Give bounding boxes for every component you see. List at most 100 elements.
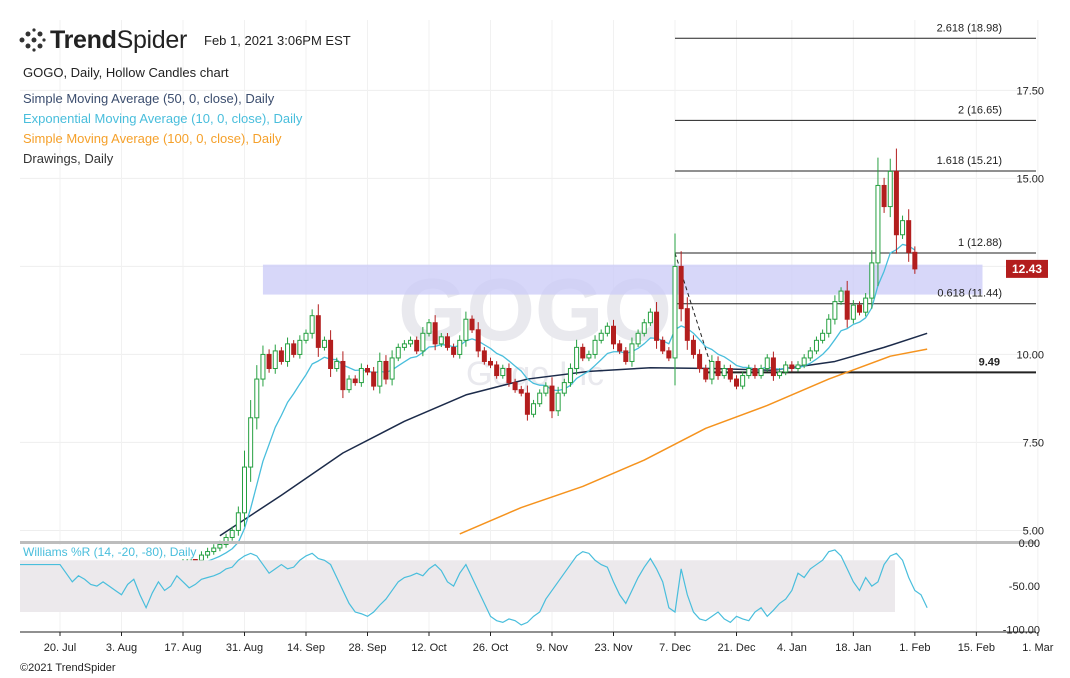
wr-band	[20, 560, 895, 613]
candle-body	[912, 251, 918, 270]
candle-body	[291, 343, 297, 355]
x-tick-label: 18. Jan	[835, 642, 871, 654]
candle-body	[285, 343, 291, 362]
brand-name-bold: Trend	[50, 26, 117, 54]
candle-body	[746, 368, 752, 377]
price-tag-label: 12.43	[1012, 262, 1042, 276]
candle-body	[481, 350, 487, 362]
candle-body	[611, 325, 616, 345]
candle-body	[383, 360, 389, 380]
wr-tick-label: -100.00	[1003, 624, 1040, 636]
y-tick-label: 17.50	[1016, 85, 1044, 97]
candle-body	[211, 547, 217, 553]
candle-body	[426, 322, 432, 334]
candle-body	[512, 382, 518, 391]
candle-body	[315, 315, 321, 348]
candle-body	[352, 378, 358, 384]
candle-body	[592, 339, 598, 355]
candle-body	[334, 360, 340, 370]
candle-body	[235, 512, 241, 531]
candle-body	[328, 339, 334, 370]
candle-body	[598, 332, 604, 341]
candle-body	[297, 339, 303, 355]
candle-body	[488, 360, 493, 366]
fib-label: 0.618 (11.44)	[937, 288, 1002, 300]
x-tick-label: 26. Oct	[473, 642, 508, 654]
x-tick-label: 28. Sep	[349, 642, 387, 654]
chart-title: GOGO, Daily, Hollow Candles chart	[23, 65, 229, 80]
zone-rect	[262, 264, 983, 295]
candle-body	[604, 325, 610, 334]
fib-leg	[674, 252, 713, 369]
candle-body	[721, 368, 727, 377]
candle-body	[654, 311, 660, 341]
candle-body	[635, 332, 641, 345]
x-tick-label: 7. Dec	[659, 642, 691, 654]
candle-body	[266, 353, 272, 370]
candle-body	[531, 403, 537, 415]
candle-body	[813, 339, 819, 352]
candle-body	[524, 392, 530, 415]
candle-body	[395, 346, 401, 359]
candle-body	[567, 368, 573, 384]
candle-body	[420, 332, 426, 352]
indicator-title[interactable]: Williams %R (14, -20, -80), Daily	[23, 545, 200, 559]
support-label: 9.49	[979, 356, 1000, 368]
candle-body	[758, 368, 764, 377]
candle-body	[248, 417, 254, 468]
candle-body	[672, 265, 678, 359]
candle-body	[475, 329, 481, 352]
x-tick-label: 4. Jan	[777, 642, 807, 654]
candle-body	[752, 368, 758, 377]
candle-body	[260, 353, 266, 380]
candle-body	[561, 382, 567, 394]
candle-body	[229, 529, 235, 538]
wr-tick-label: 0.00	[1019, 538, 1040, 550]
candle-body	[371, 371, 377, 387]
panel-divider	[20, 541, 1036, 544]
candle-body	[518, 389, 524, 394]
legend-sma50[interactable]: Simple Moving Average (50, 0, close), Da…	[23, 91, 275, 106]
candle-body	[321, 339, 327, 348]
candle-body	[549, 385, 555, 412]
candle-body	[906, 220, 912, 253]
candle-body	[820, 332, 826, 341]
candle-body	[832, 301, 838, 320]
candle-body	[580, 346, 586, 359]
fib-label: 1 (12.88)	[958, 237, 1002, 249]
candle-body	[697, 353, 703, 370]
candle-body	[617, 343, 623, 352]
fib-extension[interactable]: 2.618 (18.98) 2 (16.65) 1.618 (15.21) 1 (12…	[674, 22, 1036, 374]
candle-body	[647, 311, 653, 324]
resistance-zone[interactable]	[262, 264, 983, 295]
legend-drawings[interactable]: Drawings, Daily	[23, 151, 114, 166]
candle-body	[254, 378, 260, 419]
y-tick-label: 5.00	[1023, 525, 1044, 537]
wr-tick-label: -50.00	[1009, 581, 1040, 593]
legend-ema10[interactable]: Exponential Moving Average (10, 0, close…	[23, 111, 303, 126]
candle-body	[777, 371, 783, 377]
candle-body	[217, 544, 223, 549]
candle-body	[543, 385, 549, 394]
x-tick-label: 21. Dec	[718, 642, 756, 654]
x-axis: 20. Jul 3. Aug 17. Aug 31. Aug 14. Sep 28. Se…	[20, 631, 1054, 654]
candle-body	[303, 332, 309, 341]
candle-body	[838, 290, 844, 303]
candle-body	[389, 357, 395, 380]
candle-body	[740, 375, 746, 387]
panel-separator[interactable]	[20, 541, 1036, 544]
timestamp: Feb 1, 2021 3:06PM EST	[204, 33, 351, 48]
price-tag-box	[1006, 259, 1048, 278]
candle-body	[494, 364, 500, 377]
candles	[57, 148, 918, 585]
candle-body	[469, 318, 475, 331]
candle-body	[770, 357, 776, 377]
candle-body	[365, 368, 370, 373]
copyright: ©2021 TrendSpider	[20, 662, 116, 674]
candle-body	[660, 339, 666, 352]
candle-body	[401, 343, 407, 348]
legend-sma100[interactable]: Simple Moving Average (100, 0, close), D…	[23, 131, 282, 146]
fib-label: 1.618 (15.21)	[937, 155, 1002, 167]
candle-body	[463, 318, 469, 341]
